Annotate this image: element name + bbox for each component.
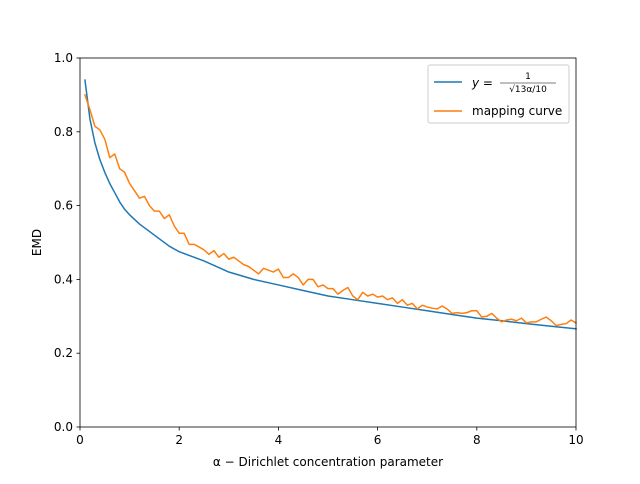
- series-line-1: [84, 93, 578, 327]
- x-tick-label: 6: [374, 433, 382, 447]
- y-tick-label: 0.8: [54, 125, 73, 139]
- y-axis-label: EMD: [30, 229, 44, 256]
- x-tick-label: 0: [76, 433, 84, 447]
- axes-frame: [79, 57, 577, 428]
- x-tick-label: 10: [568, 433, 583, 447]
- x-tick-label: 2: [175, 433, 183, 447]
- legend-label-1: mapping curve: [472, 104, 562, 118]
- x-tick-label: 8: [473, 433, 481, 447]
- y-tick-label: 0.6: [54, 199, 73, 213]
- y-tick-label: 0.0: [54, 420, 73, 434]
- x-tick-label: 4: [275, 433, 283, 447]
- y-tick-label: 0.2: [54, 346, 73, 360]
- legend-box: [427, 64, 570, 124]
- plot-area: [84, 79, 578, 330]
- y-tick-label: 1.0: [54, 51, 73, 65]
- y-tick-label: 0.4: [54, 272, 73, 286]
- series-line-0: [84, 79, 577, 330]
- legend-label-0-numerator: 1: [525, 72, 531, 82]
- x-axis-label: α − Dirichlet concentration parameter: [213, 455, 443, 469]
- legend-label-0-prefix: y =: [471, 76, 493, 90]
- legend: y = 1 √13α/10 mapping curve: [427, 64, 570, 124]
- axes: 0 2 4 6 8 10 0.0 0.2 0.4 0.6 0.8 1.0: [54, 51, 584, 447]
- legend-label-0-denominator: √13α/10: [509, 84, 547, 95]
